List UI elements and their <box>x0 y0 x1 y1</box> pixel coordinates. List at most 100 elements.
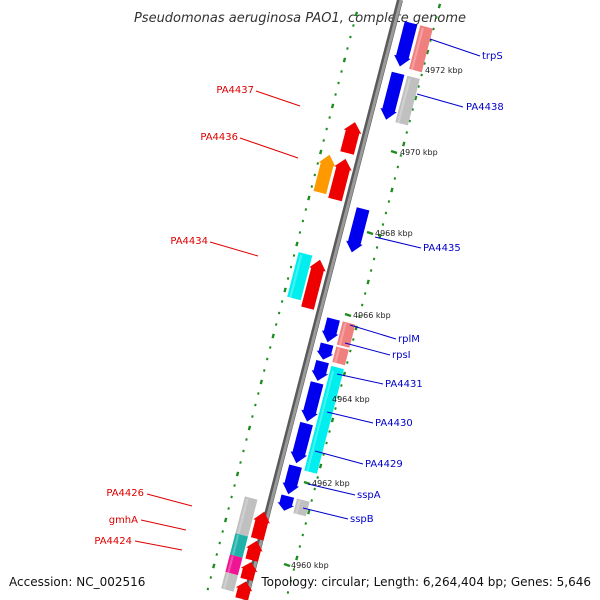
gene-label-pa4436[interactable]: PA4436 <box>200 132 238 143</box>
tick-track-right-outer-tick <box>387 200 391 203</box>
tick-track-left-outer-tick <box>319 149 323 155</box>
tick-track-right-outer-tick <box>334 407 337 410</box>
tick-track-left-outer-tick <box>274 323 278 326</box>
gene-label-sspb[interactable]: sspB <box>350 514 374 525</box>
tick-track-left-outer-tick <box>283 287 287 293</box>
gene-gmha[interactable] <box>229 533 248 558</box>
tick-track-right-outer-tick <box>437 3 442 9</box>
gene-pa4431[interactable] <box>304 365 344 474</box>
tick-track-right-outer-tick <box>328 430 331 433</box>
gene-label-pa4437[interactable]: PA4437 <box>216 85 254 96</box>
gene-label-trps[interactable]: trpS <box>482 51 503 62</box>
tick-track-right-outer-tick <box>413 95 418 101</box>
tick-track-left-outer-tick <box>247 425 252 431</box>
connector-pa4434 <box>209 241 259 257</box>
connector-rpsi <box>344 342 391 356</box>
kbp-label-4960: 4960 kbp <box>291 561 329 570</box>
tick-track-left-outer-tick <box>218 541 221 545</box>
gene-label-pa4429[interactable]: PA4429 <box>365 459 403 470</box>
tick-track-left-outer-tick <box>206 587 210 591</box>
tick-track-right-outer-tick <box>405 131 409 134</box>
gene-red-upper[interactable] <box>328 158 352 202</box>
gene-blue-small[interactable] <box>316 342 334 360</box>
genome-summary-text: Topology: circular; Length: 6,264,404 bp… <box>260 575 591 589</box>
gene-label-pa4424[interactable]: PA4424 <box>94 536 132 547</box>
tick-track-right-outer-tick <box>357 315 361 318</box>
tick-track-right-outer-tick <box>390 187 394 193</box>
tick-track-left-outer-tick <box>304 208 308 211</box>
gene-gray-pa4438[interactable] <box>395 75 420 126</box>
connector-sspb <box>302 507 349 520</box>
connector-pa4426 <box>146 493 193 507</box>
tick-track-left-outer-tick <box>233 484 236 487</box>
gene-trps[interactable] <box>409 25 433 73</box>
gene-red-lower-4[interactable] <box>235 581 253 600</box>
gene-sspb-blue[interactable] <box>277 494 295 511</box>
tick-track-left-outer-tick <box>251 415 254 418</box>
gene-red-lower-3[interactable] <box>240 562 258 582</box>
tick-track-right-outer-tick <box>381 223 385 226</box>
gene-label-sspa[interactable]: sspA <box>357 490 381 501</box>
tick-track-left-outer-tick <box>239 461 242 464</box>
tick-track-right-outer-tick <box>423 62 426 65</box>
tick-track-left-outer-tick <box>242 449 245 453</box>
gene-pa4424[interactable] <box>225 554 243 576</box>
gene-blue-top[interactable] <box>394 21 418 67</box>
gene-sspa[interactable] <box>282 464 302 495</box>
gene-label-pa4426[interactable]: PA4426 <box>106 488 144 499</box>
gene-label-rplm[interactable]: rplM <box>398 334 420 345</box>
gene-pa4435[interactable] <box>346 207 370 253</box>
tick-track-left-outer-tick <box>223 517 228 523</box>
gene-label-pa4435[interactable]: PA4435 <box>423 243 461 254</box>
gene-label-rpsi[interactable]: rpsI <box>392 350 411 361</box>
tick-track-left-outer-tick <box>349 35 352 39</box>
tick-track-right-outer-tick <box>295 555 299 561</box>
kbp-major-tick <box>303 480 311 486</box>
label-connectors <box>134 38 481 551</box>
tick-track-left-outer-tick <box>295 241 299 247</box>
tick-track-right-outer-tick <box>375 246 379 249</box>
gene-red-pa4434-pair[interactable] <box>301 259 326 310</box>
tick-track-left-outer-tick <box>257 392 260 395</box>
gene-label-gmha[interactable]: gmhA <box>109 515 138 526</box>
gene-gray-lower[interactable] <box>221 571 238 592</box>
gene-pa4436[interactable] <box>313 154 336 195</box>
gene-label-pa4431[interactable]: PA4431 <box>385 379 423 390</box>
tick-track-left-outer-tick <box>245 438 248 441</box>
tick-track-right-outer-tick <box>366 279 370 285</box>
connector-trps <box>429 38 481 57</box>
tick-track-left-outer-tick <box>346 47 349 50</box>
gene-label-pa4430[interactable]: PA4430 <box>375 418 413 429</box>
gene-red-lower-1[interactable] <box>250 511 270 541</box>
gene-rplm-blue[interactable] <box>321 317 340 343</box>
tick-track-right-outer-tick <box>352 338 355 341</box>
gene-rpsi[interactable] <box>332 346 349 366</box>
tick-track-right-outer-tick <box>432 27 435 31</box>
tick-track-right-outer-tick <box>340 384 343 387</box>
kbp-label-4964: 4964 kbp <box>332 395 370 404</box>
kbp-label-4970: 4970 kbp <box>400 148 438 157</box>
tick-track-right-outer-tick <box>399 154 403 157</box>
gene-rplm[interactable] <box>336 321 356 348</box>
gene-pa4437[interactable] <box>340 122 362 155</box>
gene-label-pa4434[interactable]: PA4434 <box>170 236 208 247</box>
gene-pa4426[interactable] <box>235 496 258 537</box>
tick-track-left-outer-tick <box>263 369 266 372</box>
connector-pa4424 <box>134 540 183 551</box>
tick-track-left-outer-tick <box>354 11 359 17</box>
gene-label-pa4438[interactable]: PA4438 <box>466 102 504 113</box>
gene-pa4434[interactable] <box>287 252 313 301</box>
gene-pa4429[interactable] <box>290 421 313 464</box>
tick-track-left-outer-tick <box>337 81 340 85</box>
tick-track-right-outer-tick <box>313 487 316 491</box>
tick-track-left-outer-tick <box>268 346 272 349</box>
tick-track-right-outer-tick <box>402 141 406 147</box>
gene-blue-pa4431[interactable] <box>311 360 329 381</box>
gene-pa4438[interactable] <box>380 71 405 120</box>
gene-red-lower-2[interactable] <box>245 540 263 562</box>
gene-sspb[interactable] <box>293 498 310 517</box>
tick-track-right-outer-tick <box>310 499 313 502</box>
gene-pa4430[interactable] <box>301 381 324 422</box>
tick-track-left-outer-tick <box>307 195 311 201</box>
